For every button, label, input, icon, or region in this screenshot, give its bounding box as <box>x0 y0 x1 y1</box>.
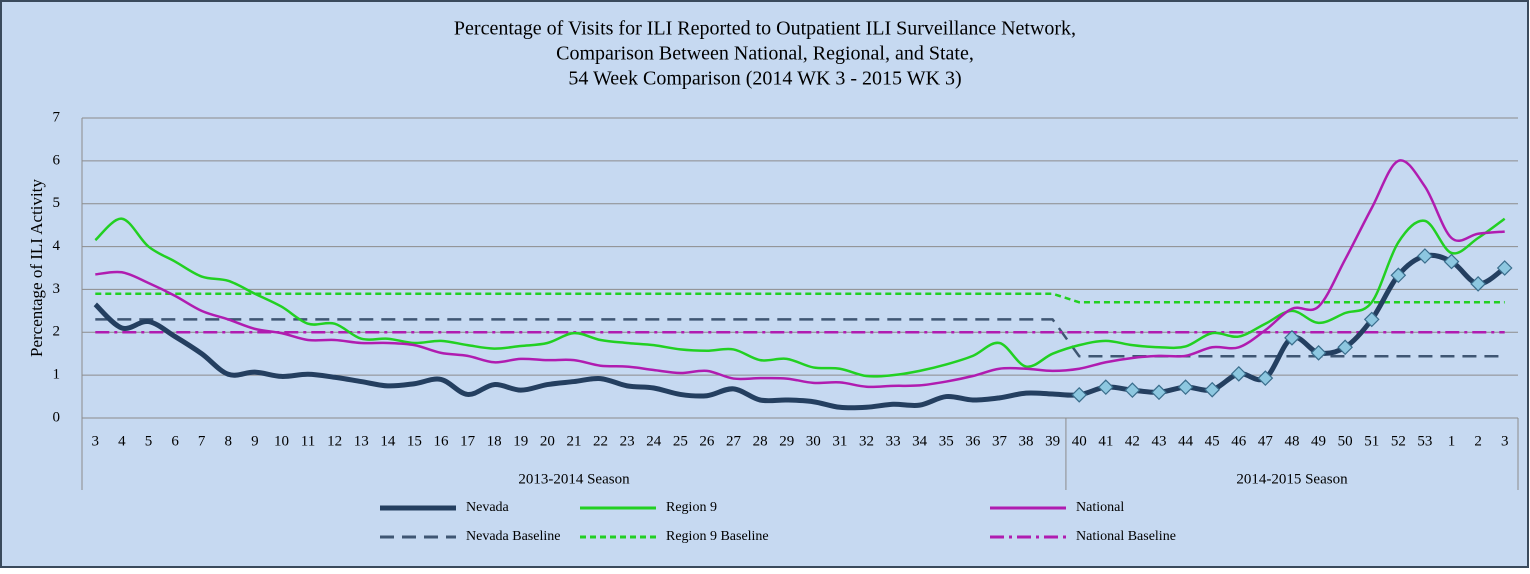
x-tick-label: 46 <box>1231 433 1247 449</box>
x-tick-label: 14 <box>380 433 396 449</box>
x-tick-label: 24 <box>646 433 662 449</box>
x-tick-label: 41 <box>1098 433 1113 449</box>
x-tick-label: 7 <box>198 433 206 449</box>
x-tick-label: 23 <box>620 433 635 449</box>
series-line <box>95 292 1505 304</box>
y-tick-label: 5 <box>53 195 61 211</box>
x-tick-label: 37 <box>992 433 1008 449</box>
chart-title: Comparison Between National, Regional, a… <box>556 43 974 65</box>
x-tick-label: 8 <box>225 433 233 449</box>
data-point <box>1097 379 1114 395</box>
y-tick-label: 7 <box>53 109 61 125</box>
x-tick-label: 40 <box>1072 433 1087 449</box>
x-tick-label: 15 <box>407 433 422 449</box>
chart-title: Percentage of Visits for ILI Reported to… <box>454 18 1076 40</box>
series-line <box>94 217 1506 378</box>
x-tick-label: 12 <box>327 433 342 449</box>
x-tick-label: 50 <box>1338 433 1353 449</box>
x-tick-label: 34 <box>912 433 928 449</box>
data-point <box>1310 345 1327 361</box>
group-label: 2014-2015 Season <box>1236 471 1348 487</box>
x-tick-label: 53 <box>1417 433 1432 449</box>
data-point <box>1204 381 1221 398</box>
y-tick-label: 1 <box>53 367 61 383</box>
data-point <box>1363 311 1380 328</box>
x-tick-label: 48 <box>1284 433 1299 449</box>
x-tick-label: 28 <box>753 433 768 449</box>
y-tick-label: 6 <box>53 152 61 168</box>
chart-title: 54 Week Comparison (2014 WK 3 - 2015 WK … <box>568 68 961 90</box>
x-tick-label: 4 <box>118 433 126 449</box>
x-tick-label: 30 <box>806 433 821 449</box>
x-tick-label: 25 <box>673 433 688 449</box>
x-tick-label: 13 <box>354 433 369 449</box>
x-tick-label: 19 <box>513 433 528 449</box>
x-tick-label: 39 <box>1045 433 1060 449</box>
x-tick-label: 35 <box>939 433 954 449</box>
data-point <box>1257 370 1274 386</box>
data-point <box>1177 379 1194 395</box>
x-tick-label: 29 <box>779 433 794 449</box>
x-tick-label: 38 <box>1019 433 1034 449</box>
data-point <box>1151 384 1167 401</box>
group-label: 2013-2014 Season <box>518 471 630 487</box>
x-tick-label: 47 <box>1258 433 1274 449</box>
x-tick-label: 18 <box>487 433 502 449</box>
x-tick-label: 32 <box>859 433 874 449</box>
x-tick-label: 3 <box>92 433 100 449</box>
data-point <box>1284 330 1300 346</box>
x-tick-label: 16 <box>434 433 450 449</box>
x-tick-label: 5 <box>145 433 153 449</box>
data-point <box>1496 260 1513 276</box>
x-tick-label: 42 <box>1125 433 1140 449</box>
x-tick-label: 21 <box>566 433 581 449</box>
x-tick-label: 2 <box>1474 433 1482 449</box>
x-tick-label: 11 <box>301 433 315 449</box>
data-point <box>1417 248 1433 264</box>
x-tick-label: 31 <box>832 433 847 449</box>
legend-label: National Baseline <box>1076 529 1176 544</box>
x-tick-label: 45 <box>1205 433 1220 449</box>
y-tick-label: 4 <box>53 238 61 254</box>
x-tick-label: 22 <box>593 433 608 449</box>
x-tick-label: 33 <box>886 433 901 449</box>
y-axis-label: Percentage of ILI Activity <box>27 179 46 357</box>
x-tick-label: 43 <box>1152 433 1167 449</box>
x-tick-label: 9 <box>251 433 259 449</box>
x-tick-label: 44 <box>1178 433 1194 449</box>
y-tick-label: 2 <box>53 324 61 340</box>
data-point <box>1337 339 1353 356</box>
legend-label: Nevada Baseline <box>466 529 560 544</box>
data-point <box>1443 253 1460 270</box>
x-tick-label: 6 <box>171 433 179 449</box>
legend-label: Region 9 <box>666 500 717 515</box>
x-tick-label: 1 <box>1448 433 1456 449</box>
data-point <box>1390 267 1407 284</box>
legend-label: National <box>1076 500 1124 515</box>
x-tick-label: 36 <box>965 433 981 449</box>
x-tick-label: 3 <box>1501 433 1509 449</box>
legend-label: Nevada <box>466 500 510 515</box>
y-tick-label: 0 <box>53 409 61 425</box>
data-point <box>1124 382 1141 398</box>
series-line <box>95 318 1505 358</box>
x-tick-label: 52 <box>1391 433 1406 449</box>
x-tick-label: 20 <box>540 433 555 449</box>
y-tick-label: 3 <box>53 281 61 297</box>
x-tick-label: 27 <box>726 433 742 449</box>
series-line <box>95 159 1505 389</box>
x-tick-label: 17 <box>460 433 476 449</box>
data-point <box>1071 387 1088 403</box>
data-point <box>1230 366 1247 382</box>
x-tick-label: 10 <box>274 433 289 449</box>
x-tick-label: 49 <box>1311 433 1326 449</box>
x-tick-label: 51 <box>1364 433 1379 449</box>
legend-label: Region 9 Baseline <box>666 529 769 544</box>
x-tick-label: 26 <box>699 433 715 449</box>
data-point <box>1470 276 1486 292</box>
